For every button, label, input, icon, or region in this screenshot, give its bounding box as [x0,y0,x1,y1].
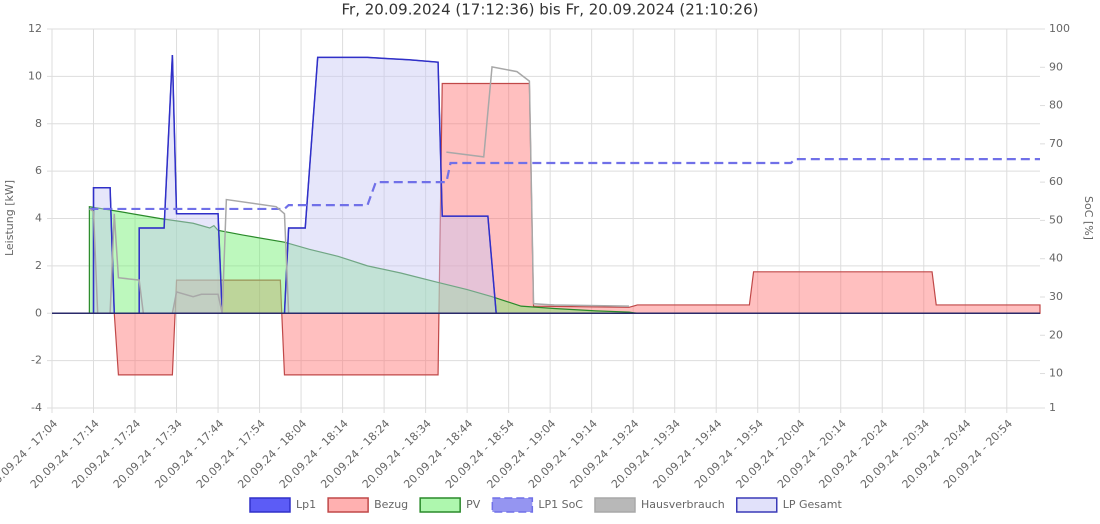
legend-label: Lp1 [296,498,316,511]
chart-title: Fr, 20.09.2024 (17:12:36) bis Fr, 20.09.… [342,1,759,19]
y2-tick-label: 80 [1049,99,1063,112]
legend-label: PV [466,498,481,511]
y2-tick-label: 70 [1049,137,1063,150]
y2-tick-label: 90 [1049,60,1063,73]
legend-label: Bezug [374,498,408,511]
y2-tick-label: 1 [1049,401,1056,414]
areas-layer [88,55,1041,376]
y-axis-title: Leistung [kW] [3,180,16,256]
y-tick-label: 4 [35,212,42,225]
legend-label: LP Gesamt [783,498,843,511]
y-tick-label: 12 [28,22,42,35]
dashed-line [89,158,1040,211]
y2-tick-label: 30 [1049,290,1063,303]
legend-swatch [327,497,369,513]
legend-label: LP1 SoC [538,498,583,511]
y-tick-label: 8 [35,117,42,130]
legend-layer: Lp1 Bezug PV LP1 SoC Hausverbrauch LP Gesamt [249,497,843,513]
area [89,82,1041,376]
y-tick-label: 10 [28,69,42,82]
y2-tick-label: 60 [1049,175,1063,188]
legend-swatch [736,497,778,513]
y2-tick-label: 40 [1049,252,1063,265]
legend-swatch [594,497,636,513]
y2-tick-label: 10 [1049,367,1063,380]
area [88,205,1040,314]
legend-swatch [491,497,534,513]
y2-tick-label: 100 [1049,22,1070,35]
y-tick-label: 2 [35,259,42,272]
legend-swatch [419,497,461,513]
y2-tick-label: 20 [1049,328,1063,341]
legend-label: Hausverbrauch [641,498,725,511]
y-tick-label: -2 [31,354,42,367]
y-tick-label: -4 [31,401,42,414]
y2-tick-label: 50 [1049,213,1063,226]
legend-swatch [249,497,291,513]
y-tick-label: 6 [35,164,42,177]
lines-layer [52,55,1040,314]
y-tick-label: 0 [35,306,42,319]
y2-axis-title: SoC [%] [1082,196,1095,240]
